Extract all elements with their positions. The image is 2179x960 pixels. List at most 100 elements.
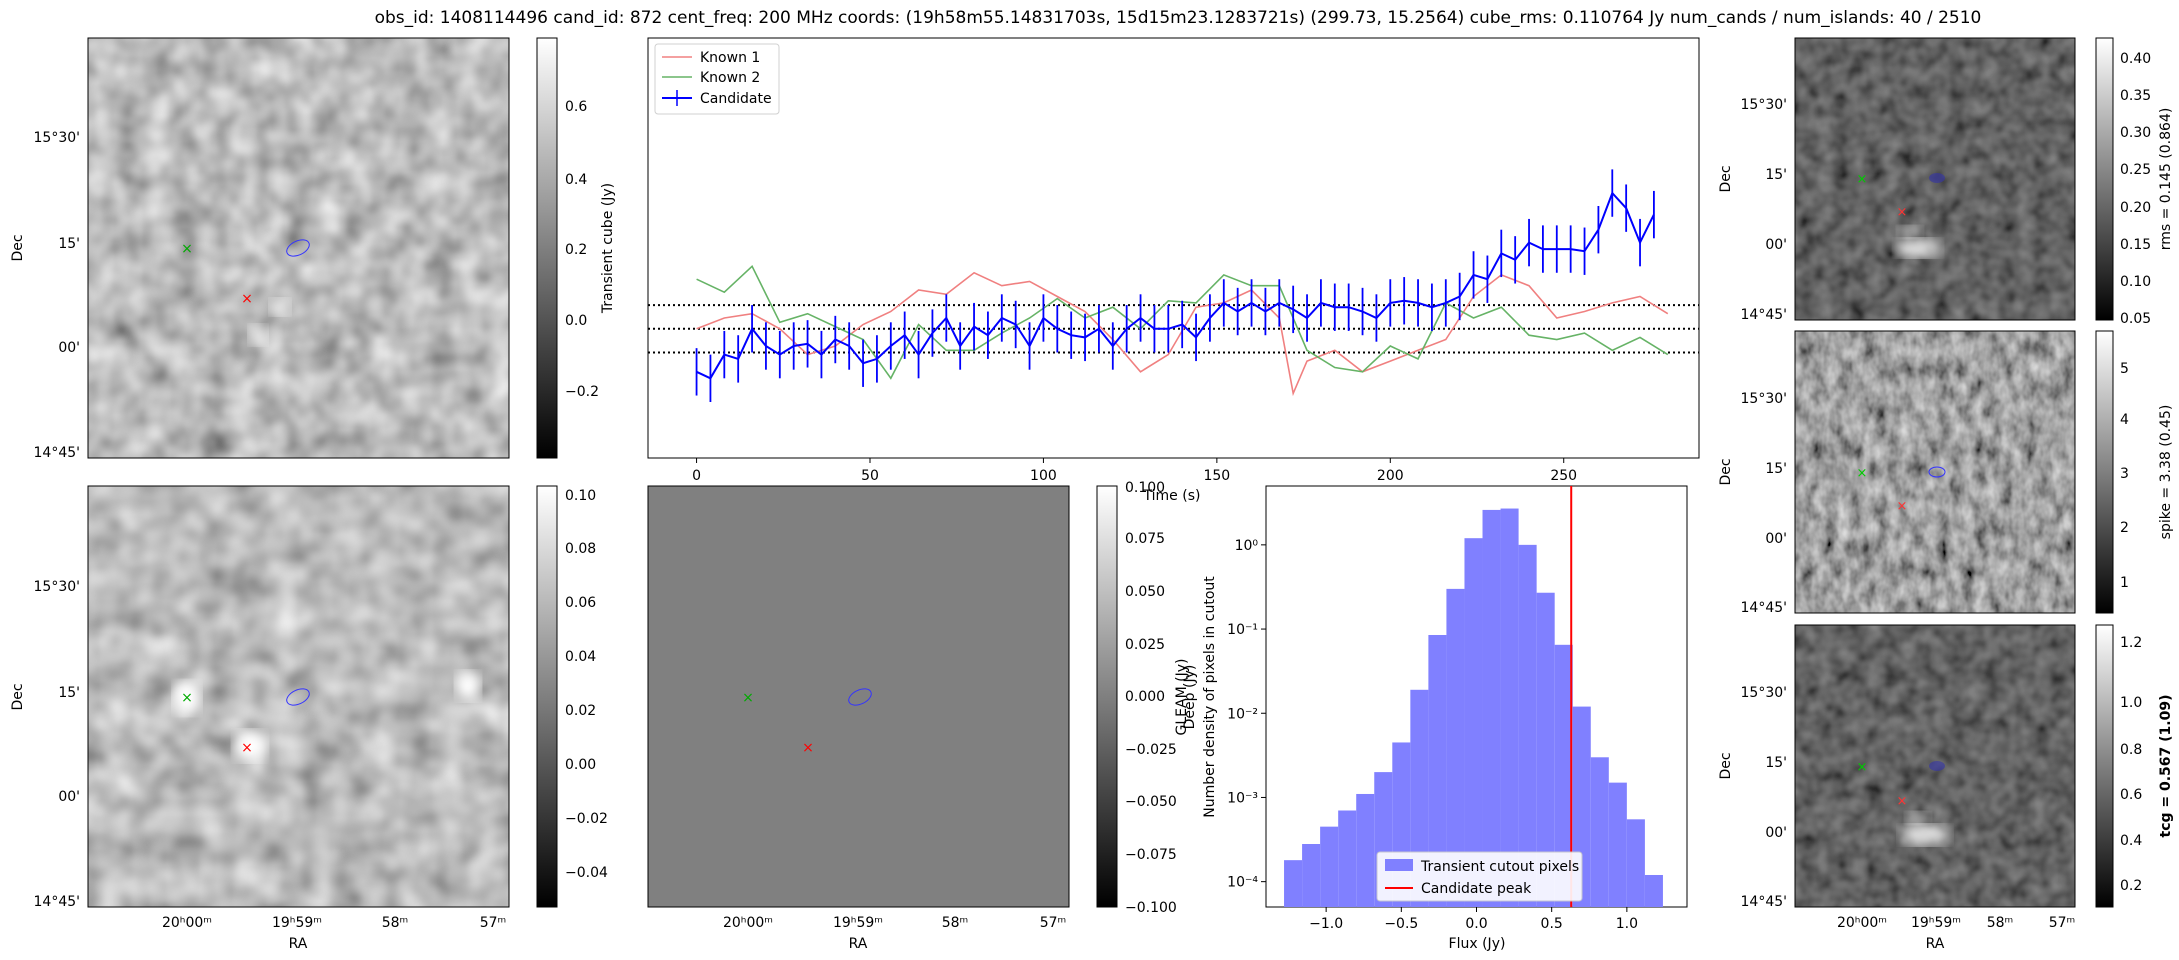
ra-tick-label: 20ʰ00ᵐ: [162, 915, 212, 931]
x-tick-label: −1.0: [1309, 916, 1343, 932]
colorbar: [536, 485, 558, 908]
image-frame: [1794, 330, 2076, 614]
x-tick-label: 200: [1377, 468, 1404, 484]
panel-transient-cube: × × Dec 15°30' 15' 00' 14°45': [10, 37, 510, 461]
dec-tick-label: 14°45': [1741, 894, 1787, 910]
candidate-marker-red: ×: [802, 740, 814, 756]
histogram-bar: [1644, 874, 1663, 907]
image-frame: [87, 485, 510, 908]
known-source-marker-green: ×: [1857, 760, 1868, 775]
histogram-bar: [1428, 634, 1447, 907]
colorbar-tick: 0.35: [2120, 88, 2151, 104]
bright-source: [270, 299, 290, 315]
x-tick-label: 100: [1030, 468, 1057, 484]
panel-tcg: × × Dec 15°30' 15' 00' 14°45' 20ʰ00ᵐ 19ʰ…: [1718, 624, 2076, 952]
dec-tick-label: 15': [58, 236, 80, 252]
dec-tick-label: 15°30': [1741, 391, 1787, 407]
colorbar-label: rms = 0.145 (0.864): [2158, 108, 2174, 251]
histogram-bar: [1536, 592, 1555, 907]
colorbar-tick: 0.05: [2120, 311, 2151, 327]
dec-tick-label: 00': [58, 789, 80, 805]
known-source-marker-green: ×: [742, 690, 754, 706]
colorbar-tick: 0.075: [1125, 531, 1165, 547]
histogram-xlabel: Flux (Jy): [1449, 936, 1506, 952]
legend-box: [1376, 851, 1583, 902]
y-tick-label: 10⁻²: [1227, 706, 1258, 722]
deep-image: [88, 486, 509, 907]
y-tick-label: 10⁻⁴: [1227, 875, 1258, 891]
legend-swatch-hist: [1385, 859, 1413, 871]
ra-axis-label: RA: [289, 936, 308, 952]
dec-tick-label: 14°45': [1741, 307, 1787, 323]
dec-axis-label: Dec: [1718, 752, 1734, 779]
colorbar: [2095, 330, 2114, 614]
colorbar-tick: −0.100: [1125, 900, 1177, 916]
colorbar-tick: 0.08: [565, 541, 596, 557]
colorbar-tick: 5: [2120, 361, 2129, 377]
deep-colorbar-label: Deep (Jy): [1182, 665, 1198, 730]
bright-source: [174, 682, 200, 714]
histogram-legend: Transient cutout pixels Candidate peak: [1376, 851, 1583, 902]
histogram-bar: [1482, 509, 1501, 907]
colorbar-tick: 0.30: [2120, 125, 2151, 141]
dec-axis-label: Dec: [1718, 165, 1734, 192]
dec-tick-label: 15': [1765, 167, 1787, 183]
ra-tick-label: 19ʰ59ᵐ: [272, 915, 322, 931]
colorbar-tick: 0.8: [2120, 742, 2142, 758]
dec-tick-label: 15°30': [1741, 685, 1787, 701]
colorbar-deep: 0.10 0.08 0.06 0.04 0.02 0.00 −0.02 −0.0…: [536, 485, 608, 908]
series-line-candidate: [696, 191, 1655, 380]
candidate-contour: [848, 688, 872, 706]
candidate-marker-red: ×: [1897, 794, 1908, 809]
known-source-marker-green: ×: [1857, 466, 1868, 481]
colorbar-tick: 0.15: [2120, 237, 2151, 253]
lightcurve-xlabel: Time (s): [1143, 488, 1201, 504]
histogram-bar: [1590, 757, 1609, 907]
known-source-marker-green: ×: [181, 690, 193, 706]
bright-source: [249, 325, 267, 345]
dec-tick-label: 15': [58, 685, 80, 701]
dec-axis-label: Dec: [10, 234, 26, 261]
colorbar-tick: 0.10: [565, 488, 596, 504]
colorbar-gleam: 0.100 0.075 0.050 0.025 0.000 −0.025 −0.…: [1096, 480, 1190, 916]
colorbar-tick: 0.04: [565, 649, 596, 665]
ra-axis-label: RA: [849, 936, 868, 952]
colorbar-label: GLEAM (Jy): [1174, 659, 1190, 736]
colorbar-tick: 0.25: [2120, 162, 2151, 178]
colorbar-tick: 0.0: [565, 313, 587, 329]
dec-tick-label: 15': [1765, 461, 1787, 477]
dec-tick-label: 15°30': [34, 130, 80, 146]
histogram-bar: [1446, 588, 1465, 907]
candidate-marker-red: ×: [241, 740, 253, 756]
histogram-bar: [1356, 793, 1375, 907]
colorbar-tick: 0.2: [565, 242, 587, 258]
candidate-contour: [1929, 173, 1945, 183]
x-tick-label: 250: [1550, 468, 1577, 484]
dec-tick-label: 00': [58, 340, 80, 356]
dec-axis-label: Dec: [1718, 458, 1734, 485]
x-tick-label: 0.5: [1541, 916, 1563, 932]
histogram-bar: [1338, 810, 1357, 907]
x-tick-label: 0: [692, 468, 701, 484]
candidate-contour: [1929, 761, 1945, 771]
bright-blob: [1898, 226, 1922, 238]
colorbar-tick: 0.6: [565, 99, 587, 115]
dec-tick-label: 14°45': [1741, 600, 1787, 616]
panel-gleam: × × 20ʰ00ᵐ 19ʰ59ᵐ 58ᵐ 57ᵐ RA: [647, 485, 1070, 952]
x-tick-label: 50: [861, 468, 879, 484]
legend-label: Known 1: [700, 50, 760, 66]
legend-label: Transient cutout pixels: [1420, 859, 1579, 875]
candidate-contour: [1928, 466, 1946, 478]
known-source-marker-green: ×: [181, 241, 193, 257]
lightcurve-panel: 0 50 100 150 200 250 Known 1 Known 2 Candidat…: [647, 37, 1700, 504]
ra-tick-label: 19ʰ59ᵐ: [833, 915, 883, 931]
bright-blob: [1896, 239, 1940, 257]
colorbar-tick: 0.6: [2120, 787, 2142, 803]
bright-source: [234, 731, 266, 761]
colorbar-label: tcg = 0.567 (1.09): [2158, 695, 2174, 838]
candidate-contour: [286, 688, 310, 706]
y-tick-label: 10⁰: [1235, 538, 1259, 554]
histogram-bar: [1284, 860, 1303, 907]
colorbar: [2095, 624, 2114, 908]
legend-box: [654, 43, 780, 115]
